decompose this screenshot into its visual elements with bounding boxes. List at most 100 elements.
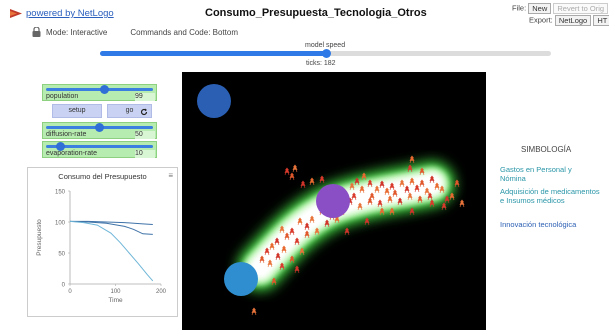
diffusion-rate-value[interactable]: 50 xyxy=(135,131,155,139)
ant-agent xyxy=(300,180,306,189)
ant-agent xyxy=(251,307,257,316)
export-netlogo-button[interactable]: NetLogo xyxy=(554,15,592,26)
ant-agent xyxy=(319,175,325,184)
ant-agent xyxy=(304,230,310,239)
world-view[interactable] xyxy=(182,72,486,330)
evaporation-rate-slider[interactable]: evaporation-rate 10 xyxy=(42,141,157,158)
diffusion-rate-label: diffusion-rate xyxy=(46,131,87,138)
go-button[interactable]: go xyxy=(107,104,152,118)
ant-agent xyxy=(387,195,393,204)
powered-by-netlogo-link[interactable]: powered by NetLogo xyxy=(26,8,114,19)
ant-agent xyxy=(379,207,385,216)
evaporation-rate-value[interactable]: 10 xyxy=(135,150,155,158)
ant-agent xyxy=(414,184,420,193)
lock-icon[interactable] xyxy=(32,27,41,37)
ant-agent xyxy=(379,180,385,189)
export-html-button[interactable]: HT xyxy=(593,15,609,26)
ant-agent xyxy=(419,179,425,188)
evaporation-rate-slider-thumb[interactable] xyxy=(55,142,65,151)
ant-agent xyxy=(404,185,410,194)
plot-chart: 0 50 100 150 0 100 200 Time Presupuesto xyxy=(36,190,167,305)
nest-blue-light xyxy=(224,262,258,296)
ant-agent xyxy=(274,237,280,246)
ant-agent xyxy=(384,187,390,196)
ant-agent xyxy=(334,215,340,224)
ant-agent xyxy=(279,225,285,234)
population-slider-thumb[interactable] xyxy=(99,85,109,94)
population-value[interactable]: 99 xyxy=(135,93,155,101)
plot-series-line-1 xyxy=(70,220,153,225)
plot-series-line-3 xyxy=(69,220,154,282)
plot-y-tick-label: 50 xyxy=(58,252,65,258)
food-source-purple xyxy=(316,184,350,218)
forever-loop-icon xyxy=(140,108,148,116)
legend-title: SIMBOLOGÍA xyxy=(521,145,572,154)
population-slider[interactable]: population 99 xyxy=(42,84,157,101)
go-label: go xyxy=(125,107,134,114)
ant-agent xyxy=(324,219,330,228)
ant-agent xyxy=(264,247,270,256)
ant-agent xyxy=(361,172,367,181)
ant-agent xyxy=(344,227,350,236)
ant-agent xyxy=(449,192,455,201)
model-speed-thumb[interactable] xyxy=(321,49,331,58)
population-slider-track[interactable] xyxy=(46,88,153,91)
plot-x-axis-label: Time xyxy=(108,297,123,304)
model-speed-label: model speed xyxy=(305,42,346,49)
ant-agent xyxy=(441,202,447,211)
plot-y-tick-label: 0 xyxy=(62,283,66,289)
ant-agent xyxy=(284,232,290,241)
ant-agent xyxy=(399,179,405,188)
new-button[interactable]: New xyxy=(528,3,552,14)
export-label: Export: xyxy=(529,15,553,25)
commands-and-code-text[interactable]: Commands and Code: Bottom xyxy=(130,27,238,37)
ant-agent xyxy=(289,255,295,264)
netlogo-logo-icon xyxy=(10,9,22,18)
file-label: File: xyxy=(512,3,527,13)
diffusion-rate-slider[interactable]: diffusion-rate 50 xyxy=(42,122,157,139)
ant-agent xyxy=(359,185,365,194)
ant-agent xyxy=(389,207,395,216)
ticks-counter: ticks: 182 xyxy=(306,60,336,67)
ant-agent xyxy=(357,202,363,211)
plot-y-axis-label: Presupuesto xyxy=(36,219,43,256)
ant-agent xyxy=(289,227,295,236)
ant-agent xyxy=(271,277,277,286)
ant-agent xyxy=(397,197,403,206)
evaporation-rate-slider-track[interactable] xyxy=(46,145,153,148)
ant-agent xyxy=(444,195,450,204)
legend-item-personal: Gastos en Personal y Nómina xyxy=(500,165,572,183)
ant-agent xyxy=(409,155,415,164)
ant-agent xyxy=(417,195,423,204)
ant-agent xyxy=(367,179,373,188)
plot-y-tick-label: 150 xyxy=(55,190,66,196)
population-label: population xyxy=(46,93,79,100)
ant-agent xyxy=(434,182,440,191)
plot-menu-icon[interactable]: ≡ xyxy=(168,171,173,180)
ant-agent xyxy=(392,189,398,198)
ant-agent xyxy=(349,182,355,191)
legend-item-medicamentos: Adquisición de medicamentos e Insumos mé… xyxy=(500,187,600,205)
ant-agent xyxy=(407,192,413,201)
world-canvas xyxy=(197,84,465,316)
model-speed-slider[interactable] xyxy=(100,49,551,58)
ant-agent xyxy=(294,265,300,274)
plot-x-tick-label: 0 xyxy=(68,289,72,295)
ant-agent xyxy=(374,185,380,194)
setup-button[interactable]: setup xyxy=(52,104,102,118)
revert-button[interactable]: Revert to Orig xyxy=(553,3,609,14)
ant-agent xyxy=(364,217,370,226)
ant-agent xyxy=(267,259,273,268)
ant-agent xyxy=(429,199,435,208)
food-source-blue-dark xyxy=(197,84,231,118)
netlogo-link[interactable]: powered by NetLogo xyxy=(10,8,114,19)
ant-agent xyxy=(407,164,413,173)
mode-text[interactable]: Mode: Interactive xyxy=(46,27,108,37)
ant-agent xyxy=(427,192,433,201)
ant-agent xyxy=(284,167,290,176)
budget-plot: Consumo del Presupuesto ≡ 0 50 100 150 0 100 2… xyxy=(27,167,178,317)
plot-x-tick-label: 100 xyxy=(110,289,121,295)
diffusion-rate-slider-thumb[interactable] xyxy=(95,123,104,132)
plot-series-line-2 xyxy=(69,220,153,235)
ant-agent xyxy=(439,185,445,194)
